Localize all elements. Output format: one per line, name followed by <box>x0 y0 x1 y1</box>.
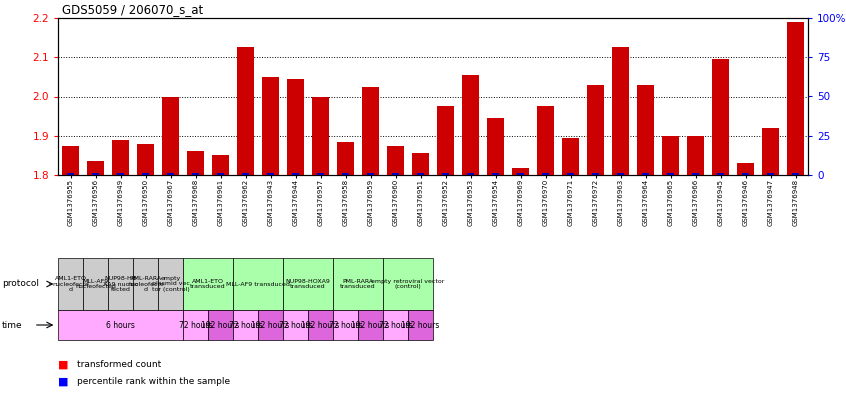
Bar <box>67 173 74 175</box>
Bar <box>167 173 174 175</box>
Bar <box>261 77 279 175</box>
Bar <box>87 161 104 175</box>
Bar <box>766 173 774 175</box>
Bar <box>117 173 124 175</box>
Bar <box>792 173 799 175</box>
Bar <box>761 128 779 175</box>
Bar <box>687 136 704 175</box>
Text: empty
plasmid vec
tor (control): empty plasmid vec tor (control) <box>151 276 190 292</box>
Text: percentile rank within the sample: percentile rank within the sample <box>77 377 230 386</box>
Bar <box>137 144 154 175</box>
Bar <box>337 141 354 175</box>
Text: 72 hours: 72 hours <box>379 321 412 329</box>
Bar <box>567 173 574 175</box>
Bar <box>412 153 429 175</box>
Bar <box>162 97 179 175</box>
Bar <box>662 136 679 175</box>
Bar <box>311 97 329 175</box>
Text: 6 hours: 6 hours <box>106 321 135 329</box>
Bar <box>392 173 399 175</box>
Bar <box>711 59 729 175</box>
Bar <box>191 173 200 175</box>
Bar <box>462 75 479 175</box>
Text: 72 hours: 72 hours <box>179 321 212 329</box>
Text: AML1-ETO
nucleofecte
d: AML1-ETO nucleofecte d <box>52 276 89 292</box>
Text: MLL-AF9 transduced: MLL-AF9 transduced <box>226 281 290 286</box>
Bar <box>342 173 349 175</box>
Bar <box>362 87 379 175</box>
Bar <box>541 173 549 175</box>
Bar <box>667 173 674 175</box>
Text: AML1-ETO
transduced: AML1-ETO transduced <box>190 279 226 289</box>
Bar <box>637 85 654 175</box>
Bar <box>292 173 299 175</box>
Bar <box>437 107 454 175</box>
Bar <box>366 173 375 175</box>
Bar <box>316 173 324 175</box>
Bar <box>562 138 580 175</box>
Bar <box>217 173 224 175</box>
Text: 192 hours: 192 hours <box>351 321 390 329</box>
Text: protocol: protocol <box>2 279 39 288</box>
Text: 72 hours: 72 hours <box>278 321 312 329</box>
Bar <box>141 173 150 175</box>
Text: 192 hours: 192 hours <box>401 321 440 329</box>
Bar <box>287 79 305 175</box>
Text: MLL-AF9
nucleofected: MLL-AF9 nucleofected <box>75 279 116 289</box>
Text: 72 hours: 72 hours <box>329 321 362 329</box>
Bar <box>587 85 604 175</box>
Text: 72 hours: 72 hours <box>228 321 262 329</box>
Bar <box>112 140 129 175</box>
Text: 192 hours: 192 hours <box>201 321 239 329</box>
Text: time: time <box>2 321 22 329</box>
Bar <box>242 173 250 175</box>
Bar <box>91 173 100 175</box>
Bar <box>442 173 449 175</box>
Text: PML-RARA
transduced: PML-RARA transduced <box>340 279 376 289</box>
Bar <box>641 173 650 175</box>
Text: 192 hours: 192 hours <box>301 321 340 329</box>
Bar <box>742 173 750 175</box>
Text: NUP98-HO
XA9 nucleo
fected: NUP98-HO XA9 nucleo fected <box>102 276 138 292</box>
Text: ■: ■ <box>58 360 69 370</box>
Bar <box>416 173 425 175</box>
Text: ■: ■ <box>58 376 69 386</box>
Bar <box>492 173 499 175</box>
Text: GDS5059 / 206070_s_at: GDS5059 / 206070_s_at <box>63 3 204 16</box>
Text: empty retroviral vector
(control): empty retroviral vector (control) <box>371 279 445 289</box>
Bar <box>536 107 554 175</box>
Text: NUP98-HOXA9
transduced: NUP98-HOXA9 transduced <box>286 279 331 289</box>
Bar <box>691 173 700 175</box>
Bar <box>237 48 255 175</box>
Bar <box>717 173 724 175</box>
Bar <box>266 173 274 175</box>
Bar <box>612 48 629 175</box>
Text: 192 hours: 192 hours <box>251 321 289 329</box>
Bar <box>466 173 475 175</box>
Bar <box>617 173 624 175</box>
Text: PML-RARA
nucleofecte
d: PML-RARA nucleofecte d <box>127 276 164 292</box>
Bar <box>512 168 530 175</box>
Bar <box>486 118 504 175</box>
Bar <box>737 163 755 175</box>
Bar <box>517 173 525 175</box>
Bar <box>787 22 805 175</box>
Bar <box>591 173 600 175</box>
Bar <box>387 145 404 175</box>
Bar <box>187 151 204 175</box>
Bar <box>212 154 229 175</box>
Bar <box>62 145 80 175</box>
Text: transformed count: transformed count <box>77 360 161 369</box>
